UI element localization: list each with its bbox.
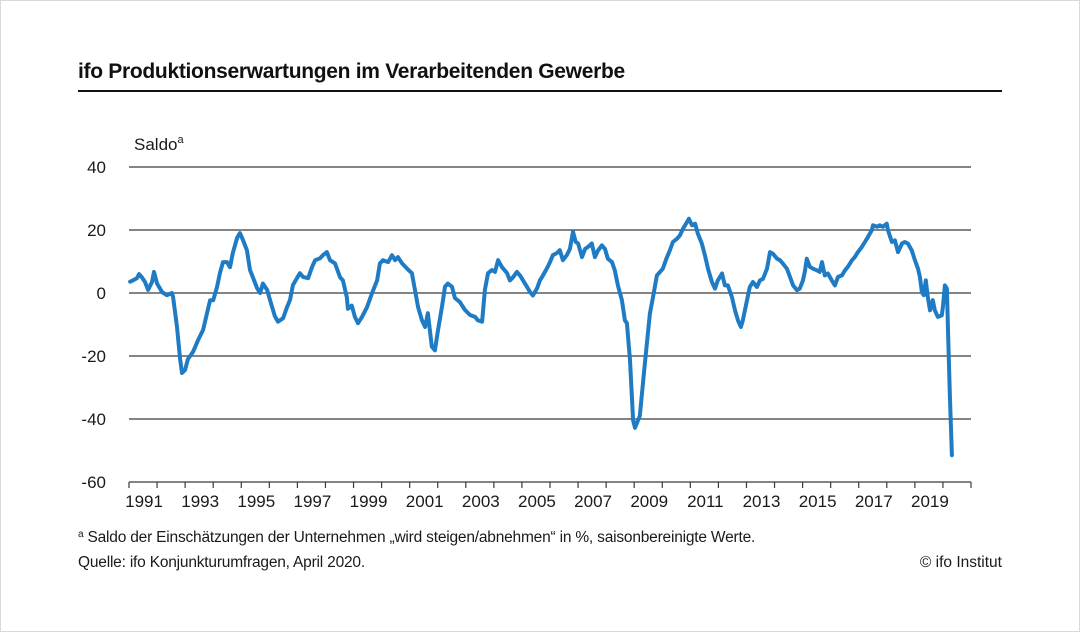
y-tick-label: 0 — [97, 284, 106, 303]
x-tick-label: 1999 — [350, 492, 388, 511]
footnote-text: Saldo der Einschätzungen der Unternehmen… — [87, 529, 756, 546]
title-underline — [78, 90, 1002, 92]
series-group — [128, 216, 954, 458]
x-tick-label: 2011 — [687, 492, 724, 511]
x-tick-label: 2019 — [911, 492, 949, 511]
source-note: Quelle: ifo Konjunkturumfragen, April 20… — [78, 554, 365, 571]
series-line — [128, 216, 954, 458]
y-axis-label-text: Saldo — [134, 135, 177, 154]
x-tick-label: 1995 — [237, 492, 275, 511]
x-tick-label: 2003 — [462, 492, 500, 511]
x-tick-label: 2009 — [630, 492, 668, 511]
x-tick-label: 1993 — [181, 492, 219, 511]
y-tick-label: -60 — [81, 473, 106, 492]
x-tick-label: 1991 — [125, 492, 163, 511]
x-tick-label: 1997 — [294, 492, 332, 511]
x-axis — [128, 481, 972, 488]
footnote-marker: a — [78, 529, 84, 540]
x-tick-label: 2001 — [406, 492, 444, 511]
y-axis-label-superscript: a — [177, 134, 184, 146]
y-tick-label: -20 — [81, 347, 106, 366]
x-tick-label: 2013 — [743, 492, 781, 511]
x-tick-label: 2017 — [855, 492, 893, 511]
y-tick-label: -40 — [81, 410, 106, 429]
footnote: a Saldo der Einschätzungen der Unternehm… — [78, 529, 755, 547]
x-tick-label: 2005 — [518, 492, 556, 511]
y-axis-label: Saldoa — [134, 134, 184, 154]
x-tick-label: 2007 — [574, 492, 612, 511]
x-tick-label: 2015 — [799, 492, 837, 511]
gridlines — [129, 166, 971, 420]
y-tick-label: 20 — [87, 221, 106, 240]
y-tick-labels: 40 20 0 -20 -40 -60 — [81, 158, 106, 492]
y-tick-label: 40 — [87, 158, 106, 177]
chart-title: ifo Produktionserwartungen im Verarbeite… — [78, 60, 625, 83]
copyright: © ifo Institut — [919, 554, 1002, 571]
x-tick-labels: 1991 1993 1995 1997 1999 2001 2003 2005 2007 2009… — [125, 492, 949, 511]
